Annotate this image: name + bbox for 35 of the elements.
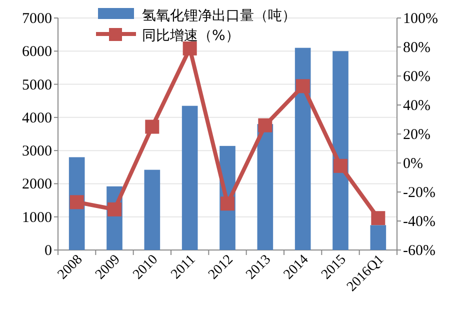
y2-tick-label: -20% bbox=[403, 185, 436, 201]
y2-tick-label: -60% bbox=[403, 243, 436, 259]
point bbox=[182, 41, 197, 56]
y2-tick-label: 60% bbox=[403, 69, 430, 85]
bar bbox=[370, 225, 386, 250]
y2-tick-label: 40% bbox=[403, 98, 430, 114]
y2-tick-label: 0% bbox=[403, 156, 423, 172]
y-tick-label: 4000 bbox=[22, 110, 52, 126]
bar bbox=[144, 170, 160, 250]
y2-tick-label: -40% bbox=[403, 214, 436, 230]
legend-label: 氢氧化锂净出口量（吨） bbox=[142, 8, 296, 24]
bar bbox=[257, 124, 274, 250]
y-tick-label: 1000 bbox=[22, 210, 52, 226]
y-tick-label: 6000 bbox=[22, 44, 52, 60]
y-tick-label: 0 bbox=[44, 243, 52, 259]
bar bbox=[182, 106, 198, 250]
point bbox=[70, 195, 84, 210]
point bbox=[371, 211, 386, 226]
y-tick-label: 3000 bbox=[22, 144, 52, 160]
y-tick-label: 2000 bbox=[22, 176, 52, 193]
point bbox=[220, 196, 234, 211]
y2-tick-label: 100% bbox=[403, 11, 438, 27]
point bbox=[145, 120, 160, 134]
point bbox=[296, 79, 310, 94]
y-tick-label: 7000 bbox=[22, 11, 52, 27]
y2-tick-label: 20% bbox=[403, 127, 430, 143]
point bbox=[108, 202, 122, 216]
x-tick-label: 2011 bbox=[168, 252, 199, 282]
bar bbox=[294, 48, 311, 250]
bar bbox=[332, 51, 348, 250]
legend-label: 同比增速（%） bbox=[142, 28, 240, 44]
point bbox=[334, 158, 348, 173]
point bbox=[258, 118, 272, 132]
y-tick-label: 5000 bbox=[22, 77, 52, 94]
y2-tick-label: 80% bbox=[403, 40, 430, 56]
